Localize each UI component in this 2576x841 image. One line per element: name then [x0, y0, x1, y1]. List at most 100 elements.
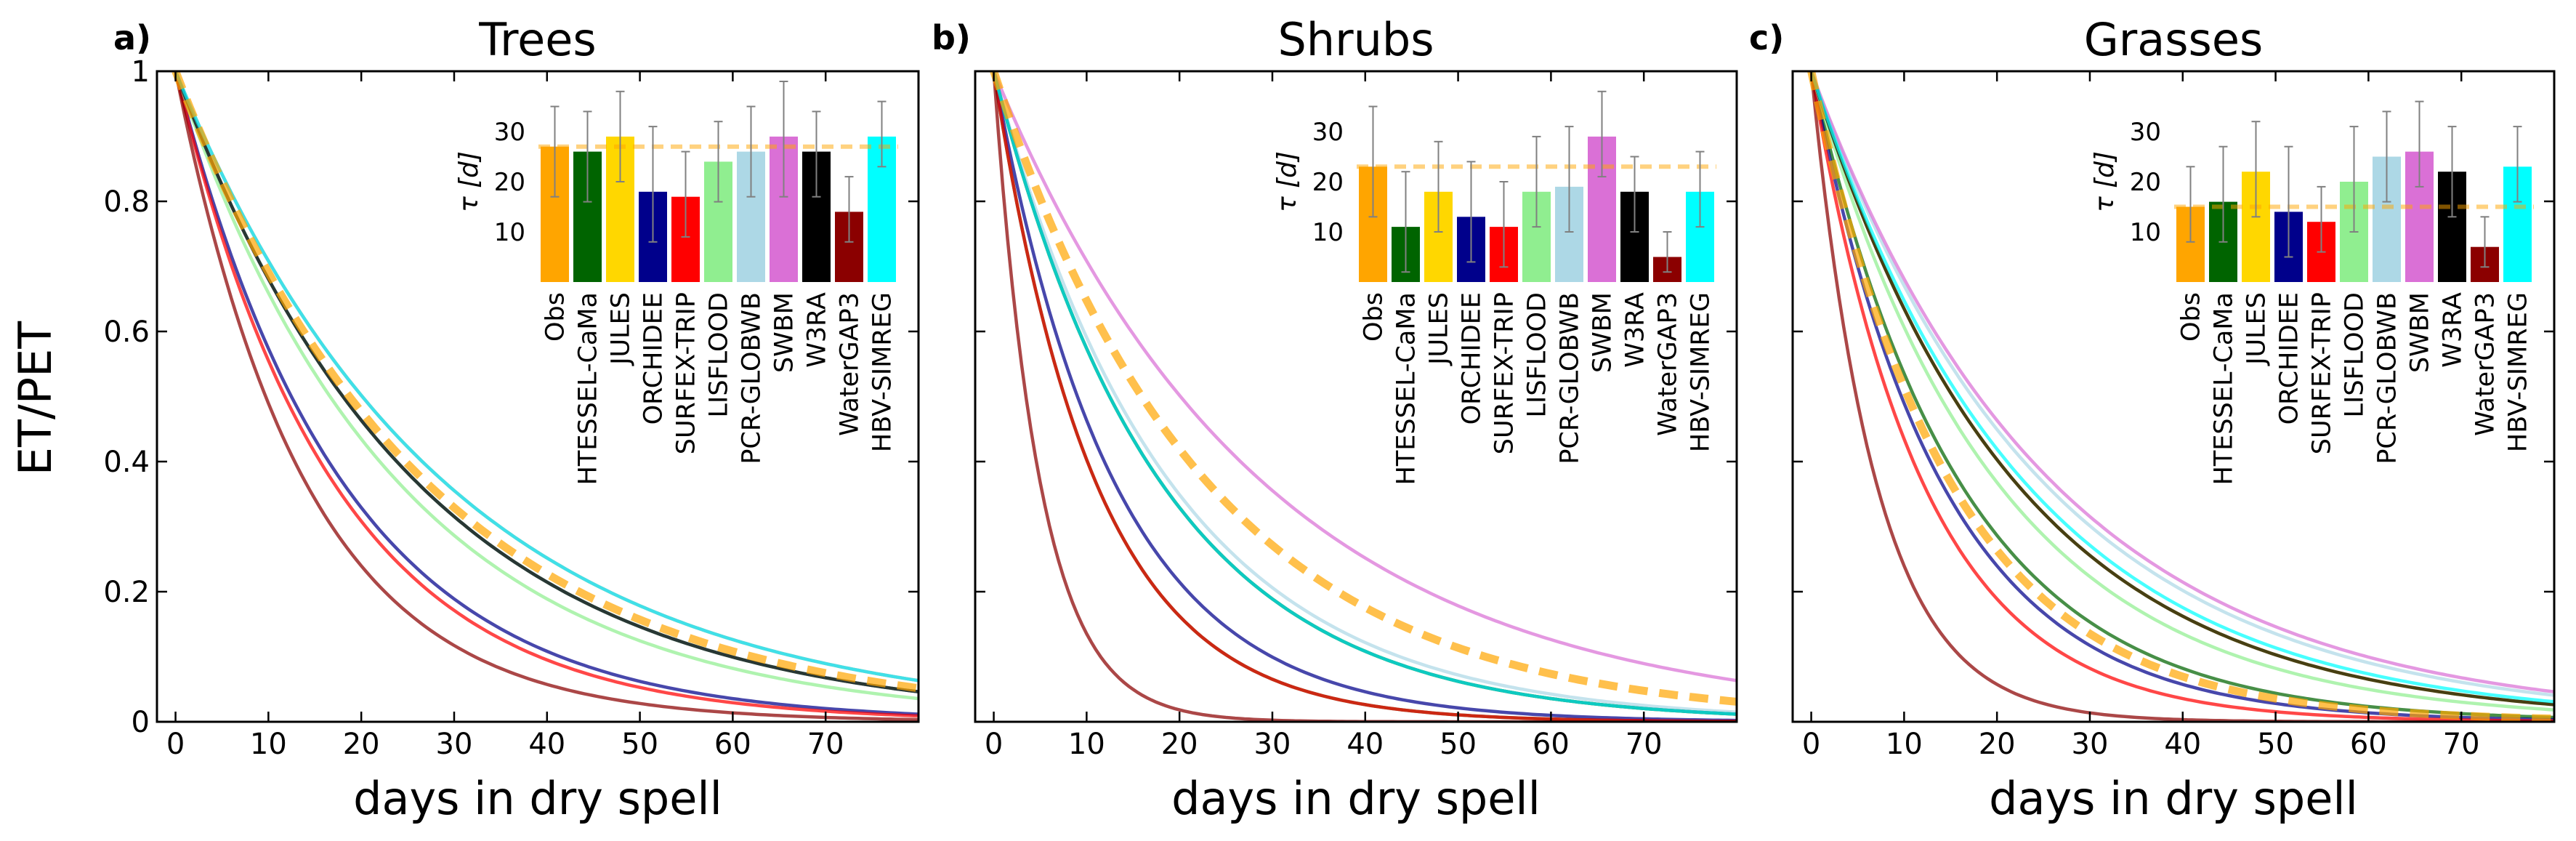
x-tick-label: 0: [985, 728, 1003, 761]
curve-hbv-simreg: [992, 71, 1737, 716]
inset-y-tick-label: 30: [2130, 118, 2161, 147]
x-tick-label: 50: [621, 728, 658, 761]
curve-jules: [1809, 71, 2554, 707]
inset-y-tick-label: 10: [1312, 218, 1344, 247]
plot-frame: [1791, 70, 2556, 723]
inset-y-tick-label: 30: [1312, 118, 1344, 147]
curve-surfex-trip: [174, 71, 918, 718]
inset-model-label: LISFLOOD: [1523, 292, 1552, 417]
inset-model-label: W3RA: [1621, 292, 1650, 368]
x-tick-label: 50: [2257, 728, 2294, 761]
inset-model-label: SWBM: [770, 292, 799, 373]
curve-swbm: [992, 71, 1737, 683]
inset-model-label: PCR-GLOBWB: [738, 292, 767, 464]
curve-orchidee: [1809, 71, 2554, 722]
inset-model-label: PCR-GLOBWB: [1556, 292, 1585, 464]
inset-model-label: HBV-SIMREG: [2504, 292, 2533, 452]
curve-obs: [171, 71, 918, 693]
inset-model-label: SURFEX-TRIP: [2308, 292, 2337, 454]
inset-model-label: LISFLOOD: [705, 292, 734, 417]
y-tick-label: 0: [132, 706, 150, 739]
inset-y-tick-label: 20: [2130, 168, 2161, 197]
x-tick-label: 40: [2164, 728, 2201, 761]
inset-model-label: WaterGAP3: [1654, 292, 1683, 436]
inset-y-tick-label: 20: [494, 168, 525, 197]
inset-model-label: W3RA: [803, 292, 832, 368]
curve-surfex-trip: [1809, 71, 2554, 722]
inset-model-label: SURFEX-TRIP: [1490, 292, 1519, 454]
inset-model-label: PCR-GLOBWB: [2373, 292, 2402, 464]
curve-htessel-cama: [1809, 71, 2554, 720]
x-tick-label: 40: [528, 728, 565, 761]
panel-letter: c): [1749, 18, 1784, 57]
x-tick-label: 50: [1440, 728, 1477, 761]
y-tick-label: 0.8: [103, 185, 150, 219]
curves: [1807, 71, 2554, 722]
panel-title: Trees: [478, 13, 596, 66]
panel-title: Shrubs: [1277, 13, 1434, 66]
inset-y-tick-label: 10: [494, 218, 525, 247]
inset-model-label: ORCHIDEE: [639, 292, 669, 424]
y-tick-label: 0.2: [103, 576, 150, 609]
x-tick-label: 10: [1886, 728, 1923, 761]
inset-model-label: LISFLOOD: [2341, 292, 2370, 417]
inset-y-tick-label: 10: [2130, 218, 2161, 247]
x-axis-label: days in dry spell: [1171, 772, 1541, 825]
inset-model-label: SWBM: [2406, 292, 2435, 373]
x-tick-label: 10: [1068, 728, 1105, 761]
inset-model-label: ORCHIDEE: [1458, 292, 1487, 424]
inset-y-label: τ [d]: [1272, 151, 1302, 212]
inset-model-label: Obs: [541, 292, 570, 342]
inset-model-label: JULES: [1425, 292, 1454, 366]
panel-letter: a): [113, 18, 151, 57]
curve-hbv-simreg: [174, 71, 918, 683]
inset-y-tick-label: 30: [494, 118, 525, 147]
inset-model-label: SWBM: [1588, 292, 1618, 373]
inset-model-label: HBV-SIMREG: [1687, 292, 1716, 452]
chart-panels: 0 10 20 30 40 50 60 70 0 0.2 0.4 0.6 0.8 1 Trees a) days…: [103, 13, 2556, 825]
x-tick-label: 40: [1346, 728, 1384, 761]
panel-title: Grasses: [2084, 13, 2264, 66]
x-axis-label: days in dry spell: [353, 772, 722, 825]
panel-trees: 0 10 20 30 40 50 60 70 0 0.2 0.4 0.6 0.8 1 Trees a) days…: [103, 13, 920, 825]
y-tick-label: 1: [132, 55, 150, 89]
x-axis-label: days in dry spell: [1989, 772, 2358, 825]
plot-frame: [156, 70, 920, 723]
y-tick-label: 0.4: [103, 446, 150, 479]
inset-model-label: ORCHIDEE: [2275, 292, 2304, 424]
curve-orchidee: [174, 71, 918, 716]
x-tick-label: 70: [1626, 728, 1663, 761]
x-tick-label: 20: [1979, 728, 2016, 761]
x-tick-label: 0: [1802, 728, 1820, 761]
curve-watergap3: [1809, 71, 2554, 722]
panel-shrubs: 0 10 20 30 40 50 60 70 Shrubs b) days in dry spell…: [932, 13, 1738, 825]
inset-model-label: HTESSEL-CaMa: [1392, 292, 1421, 485]
inset-model-label: HBV-SIMREG: [868, 292, 897, 452]
panel-letter: b): [932, 18, 971, 57]
inset-model-label: HTESSEL-CaMa: [574, 292, 603, 485]
curve-pcr-globwb: [992, 71, 1737, 714]
x-tick-label: 60: [1533, 728, 1570, 761]
curve-watergap3: [174, 71, 918, 722]
inset-model-label: SURFEX-TRIP: [672, 292, 701, 454]
curve-w3ra: [174, 71, 918, 693]
inset-model-label: W3RA: [2439, 292, 2468, 368]
x-tick-label: 30: [2072, 728, 2109, 761]
inset-model-label: JULES: [607, 292, 636, 366]
curve-obs: [990, 71, 1737, 706]
x-tick-label: 20: [1161, 728, 1198, 761]
inset-model-label: WaterGAP3: [2471, 292, 2500, 436]
y-axis-label: ET/PET: [9, 321, 62, 475]
curves: [171, 71, 918, 722]
x-tick-label: 30: [436, 728, 473, 761]
x-tick-label: 0: [166, 728, 185, 761]
curve-pcr-globwb: [1809, 71, 2554, 697]
inset-model-label: Obs: [1360, 292, 1389, 342]
inset-model-label: Obs: [2177, 292, 2206, 342]
inset-y-label: τ [d]: [2090, 151, 2120, 212]
inset-y-label: τ [d]: [454, 151, 484, 212]
